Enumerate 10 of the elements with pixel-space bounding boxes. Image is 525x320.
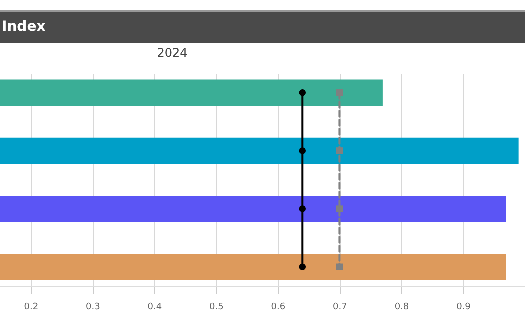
x-tick-label: 0.8 [394, 302, 410, 312]
x-tick-label: 0.6 [271, 302, 286, 312]
x-tick-label: 0.7 [333, 302, 348, 312]
x-tick-label: 0.3 [86, 302, 100, 312]
x-tick-label: 0.5 [210, 302, 224, 312]
x-tick-label: 0.2 [24, 302, 39, 312]
x-tick-label: 0.4 [148, 302, 162, 312]
x-tick-label: 0.9 [456, 302, 472, 312]
chart-title: Index [0, 10, 525, 43]
chart-subtitle: 2024 [157, 46, 188, 60]
